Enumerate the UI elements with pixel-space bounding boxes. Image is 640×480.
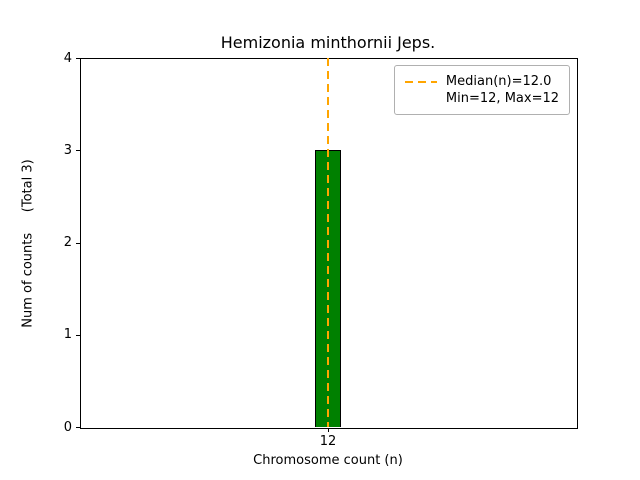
legend-entry-minmax: Min=12, Max=12 [405,90,559,107]
legend-entry-median: Median(n)=12.0 [404,73,559,90]
x-axis-label: Chromosome count (n) [253,453,403,468]
y-tick-mark [76,242,80,244]
plot-area [80,58,578,429]
chart-title: Hemizonia minthornii Jeps. [220,33,436,52]
legend-median-label: Median(n)=12.0 [445,74,552,89]
y-tick-label: 4 [63,50,72,66]
y-axis-label: Num of counts (Total 3) [20,159,36,328]
x-tick-label: 12 [319,434,337,449]
legend: Median(n)=12.0 Min=12, Max=12 [393,65,570,115]
y-tick-label: 1 [63,327,72,343]
y-tick-mark [76,427,80,428]
y-tick-mark [76,334,80,336]
y-tick-label: 0 [63,419,72,435]
x-tick-mark [328,428,329,432]
y-tick-mark [76,58,80,59]
y-tick-label: 2 [63,235,72,250]
y-tick-label: 3 [63,142,72,158]
median-dashed-line-sample [404,80,437,83]
y-tick-mark [76,150,80,152]
median-line [327,58,329,427]
legend-minmax-label: Min=12, Max=12 [445,91,559,106]
